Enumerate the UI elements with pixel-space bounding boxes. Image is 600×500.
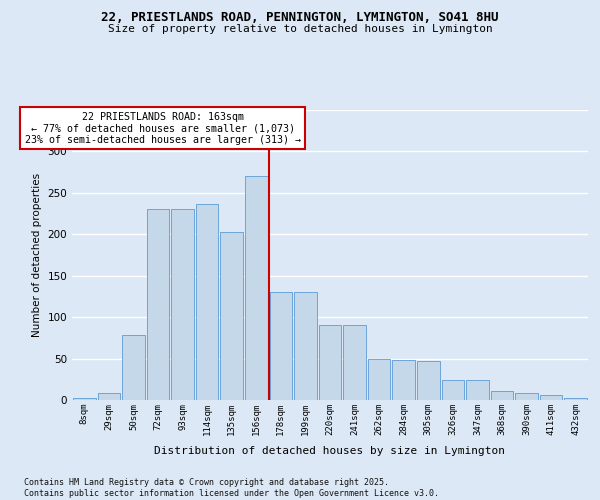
Bar [343,326,366,400]
Bar [515,394,538,400]
Bar [540,395,562,400]
Bar [417,361,440,400]
Bar [491,391,514,400]
X-axis label: Distribution of detached houses by size in Lymington: Distribution of detached houses by size … [155,446,505,456]
Bar [98,394,120,400]
Y-axis label: Number of detached properties: Number of detached properties [32,173,42,337]
Bar [294,292,317,400]
Bar [319,326,341,400]
Bar [368,358,391,400]
Text: 22, PRIESTLANDS ROAD, PENNINGTON, LYMINGTON, SO41 8HU: 22, PRIESTLANDS ROAD, PENNINGTON, LYMING… [101,11,499,24]
Text: Size of property relative to detached houses in Lymington: Size of property relative to detached ho… [107,24,493,34]
Bar [392,360,415,400]
Text: Contains HM Land Registry data © Crown copyright and database right 2025.
Contai: Contains HM Land Registry data © Crown c… [24,478,439,498]
Bar [269,292,292,400]
Bar [220,232,243,400]
Bar [466,380,489,400]
Bar [146,210,169,400]
Text: 22 PRIESTLANDS ROAD: 163sqm
← 77% of detached houses are smaller (1,073)
23% of : 22 PRIESTLANDS ROAD: 163sqm ← 77% of det… [25,112,301,145]
Bar [73,398,95,400]
Bar [196,204,218,400]
Bar [171,208,194,400]
Bar [245,176,268,400]
Bar [442,380,464,400]
Bar [565,398,587,400]
Bar [122,336,145,400]
